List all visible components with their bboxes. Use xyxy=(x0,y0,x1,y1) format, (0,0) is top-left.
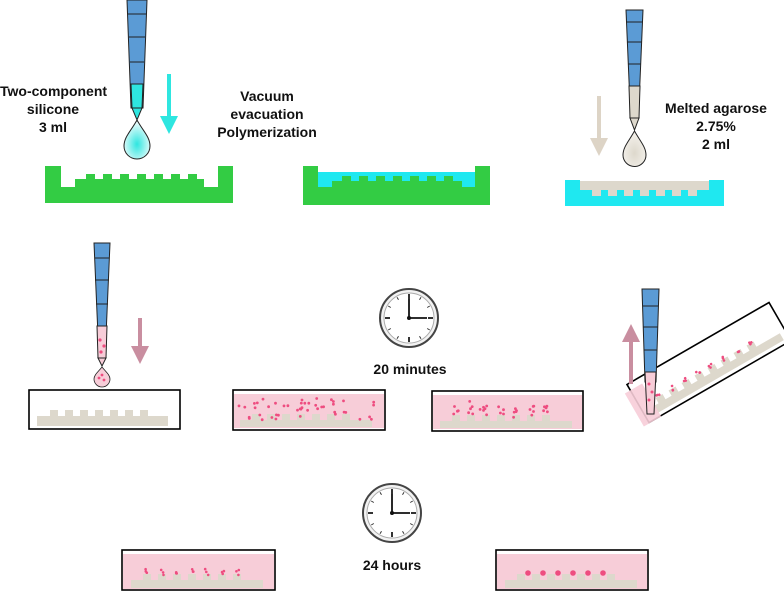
aggregate-forming-box xyxy=(121,549,276,591)
clock-icon xyxy=(379,288,439,348)
arrow-down-icon xyxy=(160,74,178,134)
agarose-well-box xyxy=(28,389,181,430)
time-label-24-hours: 24 hours xyxy=(362,557,422,573)
spheroid-box xyxy=(495,549,649,591)
pipette-icon xyxy=(625,9,644,132)
silicone-label-line1: Two-component xyxy=(0,83,108,99)
silicone-mold xyxy=(45,166,233,203)
arrow-up-icon xyxy=(622,324,640,384)
agarose-label-line2: 2.75% xyxy=(696,118,736,134)
time-label-20-minutes: 20 minutes xyxy=(373,361,447,377)
clock-icon xyxy=(362,483,422,543)
vacuum-label-line1: Vacuum xyxy=(240,88,294,104)
pipette-icon xyxy=(126,0,148,122)
pipette-icon xyxy=(93,242,111,368)
drop-icon xyxy=(622,129,647,167)
silicone-label-line3: 3 ml xyxy=(38,119,67,135)
pipette-icon xyxy=(641,288,660,415)
silicone-mold-with-agarose xyxy=(565,180,724,206)
drop-icon xyxy=(123,118,151,160)
agarose-label-line3: 2 ml xyxy=(701,136,730,152)
mold-with-silicone xyxy=(303,166,490,205)
cell-settling-box xyxy=(431,390,584,432)
vacuum-label: Vacuum evacuation Polymerization xyxy=(206,87,328,141)
arrow-down-icon xyxy=(131,318,149,364)
silicone-label: Two-component silicone 3 ml xyxy=(0,82,108,136)
vacuum-label-line2: evacuation xyxy=(230,106,304,122)
cell-suspension-box xyxy=(232,389,386,431)
drop-icon xyxy=(93,366,111,388)
agarose-label-line1: Melted agarose xyxy=(665,100,767,116)
silicone-label-line2: silicone xyxy=(26,101,80,117)
arrow-down-icon xyxy=(590,96,608,156)
vacuum-label-line3: Polymerization xyxy=(217,124,317,140)
agarose-label: Melted agarose 2.75% 2 ml xyxy=(656,99,776,153)
